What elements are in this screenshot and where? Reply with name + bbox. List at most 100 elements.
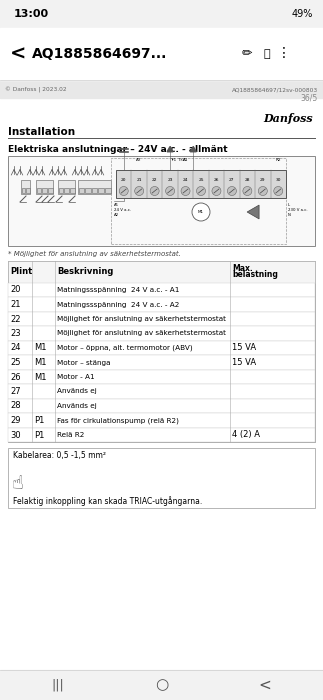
Bar	[42, 188, 47, 193]
Text: A2: A2	[114, 213, 119, 217]
Bar	[8, 341, 315, 356]
Text: Installation: Installation	[8, 127, 75, 137]
Bar	[22, 188, 25, 193]
Bar	[8, 448, 315, 508]
Bar	[70, 188, 75, 193]
Text: 15 VA: 15 VA	[232, 358, 256, 367]
Text: AQ1885864697...: AQ1885864697...	[32, 47, 167, 61]
Text: 24 V a.c.: 24 V a.c.	[114, 208, 131, 212]
Text: 20: 20	[121, 178, 127, 182]
Text: |||: |||	[52, 678, 65, 692]
Text: 24: 24	[183, 178, 188, 182]
Text: M1: M1	[34, 358, 47, 367]
Text: ☝: ☝	[12, 474, 24, 493]
Text: R2: R2	[276, 158, 281, 162]
Text: 23: 23	[10, 329, 21, 338]
Bar	[111, 158, 286, 244]
Bar	[116, 170, 286, 198]
Bar	[8, 384, 315, 399]
Text: 25: 25	[198, 178, 204, 182]
Text: P1: P1	[34, 416, 44, 425]
Text: ○: ○	[155, 678, 168, 692]
Bar	[58, 188, 63, 193]
Bar	[36, 180, 53, 194]
Bar	[0, 0, 323, 28]
Text: 22: 22	[10, 314, 20, 323]
Circle shape	[135, 186, 144, 195]
Bar	[58, 180, 75, 194]
Circle shape	[243, 186, 252, 195]
Bar	[21, 180, 30, 194]
Text: Matningssspänning  24 V a.c. - A2: Matningssspänning 24 V a.c. - A2	[57, 302, 179, 307]
Text: L: L	[288, 203, 290, 207]
Text: 27: 27	[229, 178, 234, 182]
Text: 🔍: 🔍	[264, 49, 270, 59]
Bar	[105, 188, 110, 193]
Text: Motor – öppna, alt. termomotor (ABV): Motor – öppna, alt. termomotor (ABV)	[57, 345, 193, 351]
Text: Motor – stänga: Motor – stänga	[57, 360, 110, 365]
Circle shape	[258, 186, 267, 195]
Text: * Möjlighet för anslutning av säkerhetstermostat.: * Möjlighet för anslutning av säkerhetst…	[8, 251, 181, 257]
Text: 27: 27	[10, 387, 21, 396]
Bar	[0, 80, 323, 98]
Circle shape	[166, 186, 175, 195]
Bar	[8, 428, 315, 442]
Text: N: N	[288, 213, 291, 217]
Text: M1: M1	[34, 344, 47, 353]
Bar	[0, 670, 323, 700]
Bar	[36, 188, 41, 193]
Text: Används ej: Används ej	[57, 403, 97, 409]
Circle shape	[212, 186, 221, 195]
Text: 26: 26	[10, 372, 21, 382]
Text: belastning: belastning	[232, 270, 278, 279]
Bar	[8, 283, 315, 298]
Circle shape	[150, 186, 159, 195]
Text: 21: 21	[10, 300, 20, 309]
Text: 4 (2) A: 4 (2) A	[232, 430, 260, 440]
Text: Kabelarea: 0,5 -1,5 mm²: Kabelarea: 0,5 -1,5 mm²	[13, 451, 106, 460]
Bar	[78, 180, 111, 194]
Text: 30: 30	[276, 178, 281, 182]
Bar	[26, 188, 29, 193]
Bar	[0, 28, 323, 80]
Text: © Danfoss | 2023.02: © Danfoss | 2023.02	[5, 87, 67, 93]
Text: Danfoss: Danfoss	[263, 113, 313, 123]
Text: <: <	[10, 45, 26, 64]
Bar	[8, 312, 315, 326]
Text: 28: 28	[10, 402, 21, 410]
Text: Felaktig inkoppling kan skada TRIAC-utgångarna.: Felaktig inkoppling kan skada TRIAC-utgå…	[13, 496, 202, 506]
Text: Möjlighet för anslutning av säkerhetstermostat: Möjlighet för anslutning av säkerhetster…	[57, 330, 226, 337]
Text: 22: 22	[152, 178, 157, 182]
Text: 23: 23	[167, 178, 173, 182]
Text: M1: M1	[198, 210, 204, 214]
Bar	[8, 326, 315, 341]
Text: A2: A2	[136, 158, 142, 162]
Bar	[98, 188, 104, 193]
Circle shape	[227, 186, 236, 195]
Circle shape	[119, 186, 128, 195]
Bar	[78, 188, 84, 193]
Bar	[8, 356, 315, 370]
Text: <: <	[258, 678, 271, 692]
Circle shape	[181, 186, 190, 195]
Text: Motor - A1: Motor - A1	[57, 374, 95, 380]
Bar	[48, 188, 53, 193]
Text: 230 V a.c.: 230 V a.c.	[288, 208, 307, 212]
Text: 24: 24	[10, 344, 20, 353]
Text: Max.: Max.	[232, 265, 253, 274]
Text: Plint: Plint	[10, 267, 32, 276]
Text: ✏: ✏	[242, 48, 252, 60]
Bar	[8, 261, 315, 283]
Bar	[64, 188, 69, 193]
Text: Relä R2: Relä R2	[57, 432, 84, 438]
Bar	[85, 188, 91, 193]
Text: 36/5: 36/5	[301, 94, 318, 102]
Text: 49%: 49%	[292, 9, 313, 19]
Text: Matningssspänning  24 V a.c. - A1: Matningssspänning 24 V a.c. - A1	[57, 287, 179, 293]
Text: 29: 29	[260, 178, 266, 182]
Bar	[8, 370, 315, 384]
Text: 15 VA: 15 VA	[232, 344, 256, 353]
Text: ⋮: ⋮	[277, 46, 291, 60]
Text: 29: 29	[10, 416, 20, 425]
Text: 13:00: 13:00	[14, 9, 49, 19]
